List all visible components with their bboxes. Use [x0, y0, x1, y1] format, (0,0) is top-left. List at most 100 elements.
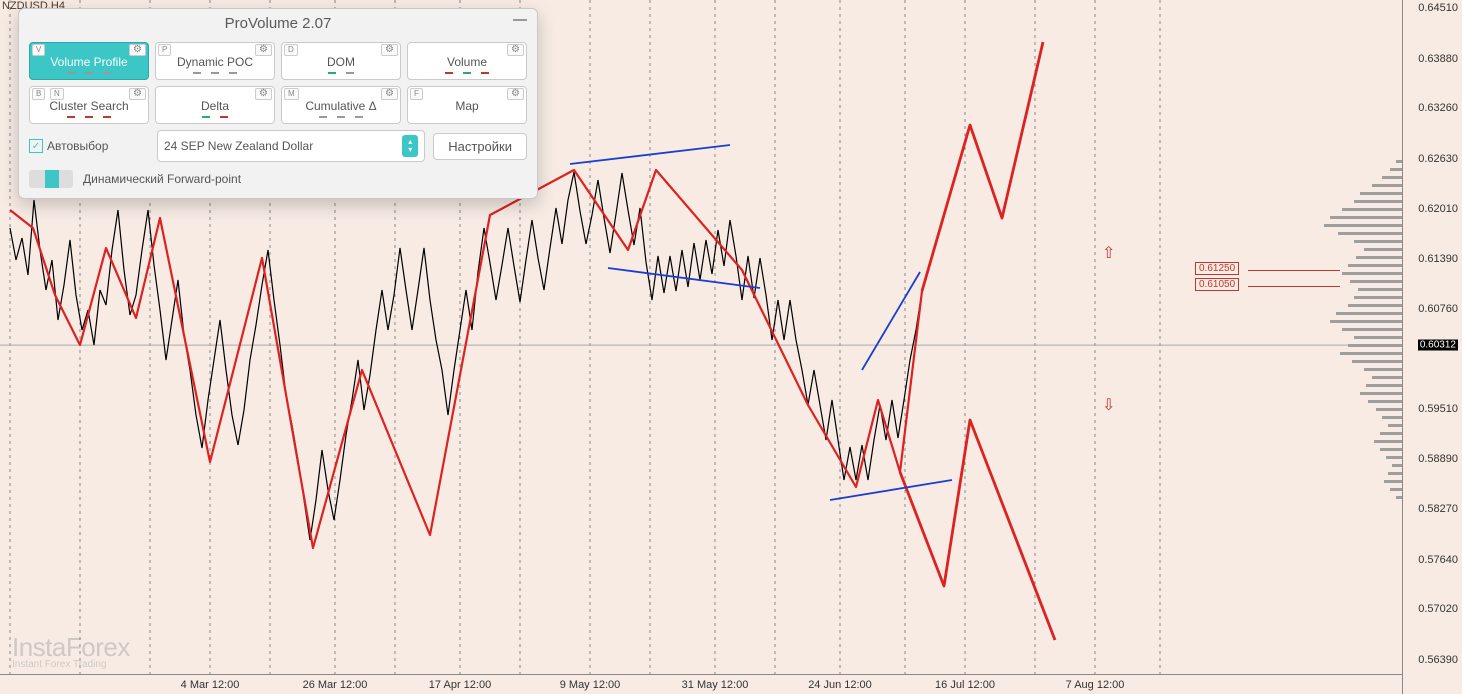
gear-icon[interactable]: ⚙: [255, 88, 272, 100]
status-dots: [286, 115, 396, 119]
gear-icon[interactable]: ⚙: [255, 44, 272, 56]
vp-bar: [1354, 240, 1402, 243]
vp-bar: [1368, 400, 1402, 403]
vp-bar: [1348, 264, 1402, 267]
vp-bar: [1352, 360, 1402, 363]
module-dom-button[interactable]: D ⚙DOM: [281, 42, 401, 80]
vp-bar: [1374, 440, 1402, 443]
time-tick: 26 Mar 12:00: [303, 679, 368, 691]
vp-bar: [1364, 248, 1402, 251]
window-title-text: ProVolume 2.07: [225, 15, 332, 32]
price-reference-label: 0.61050: [1195, 278, 1239, 291]
vp-bar: [1390, 168, 1402, 171]
module-label: Map: [412, 99, 522, 113]
gear-icon[interactable]: ⚙: [129, 88, 146, 100]
price-tick: 0.59510: [1418, 403, 1458, 415]
price-tick: 0.57020: [1418, 603, 1458, 615]
gear-icon[interactable]: ⚙: [129, 44, 146, 56]
status-dots: [412, 71, 522, 75]
price-reference-line: [1248, 286, 1340, 287]
module-label: DOM: [286, 55, 396, 69]
provolume-window[interactable]: ProVolume 2.07 V⚙Volume ProfileP⚙Dynamic…: [18, 8, 538, 199]
gear-icon[interactable]: ⚙: [381, 88, 398, 100]
vp-bar: [1350, 280, 1402, 283]
price-tick: 0.56390: [1418, 654, 1458, 666]
module-delta-button[interactable]: ⚙Delta: [155, 86, 275, 124]
module-map-button[interactable]: F ⚙Map: [407, 86, 527, 124]
gear-icon[interactable]: ⚙: [507, 88, 524, 100]
module-dynamic-poc-button[interactable]: P⚙Dynamic POC: [155, 42, 275, 80]
vp-bar: [1384, 480, 1402, 483]
settings-button[interactable]: Настройки: [433, 133, 527, 160]
module-label: Cluster Search: [34, 99, 144, 113]
price-tick: 0.58890: [1418, 453, 1458, 465]
module-cumulative--button[interactable]: M ⚙Cumulative Δ: [281, 86, 401, 124]
vp-bar: [1336, 312, 1402, 315]
price-tick: 0.61390: [1418, 253, 1458, 265]
vp-bar: [1330, 216, 1402, 219]
vp-bar: [1388, 472, 1402, 475]
forward-point-toggle[interactable]: [29, 170, 73, 188]
toggle-label: Динамический Forward-point: [83, 172, 241, 186]
price-tick: 0.62630: [1418, 153, 1458, 165]
hotkey-badge: D: [284, 44, 298, 56]
price-reference-line: [1248, 270, 1340, 271]
gear-icon[interactable]: ⚙: [381, 44, 398, 56]
auto-select-checkbox[interactable]: ✓ Автовыбор: [29, 139, 149, 153]
time-tick: 31 May 12:00: [682, 679, 749, 691]
instrument-label: 24 SEP New Zealand Dollar: [164, 139, 313, 153]
minimize-icon[interactable]: [513, 19, 527, 21]
vp-bar: [1360, 392, 1402, 395]
price-tick: 0.62010: [1418, 203, 1458, 215]
vp-bar: [1330, 320, 1402, 323]
status-dots: [160, 115, 270, 119]
time-tick: 4 Mar 12:00: [181, 679, 240, 691]
vp-bar: [1358, 288, 1402, 291]
checkbox-icon: ✓: [29, 139, 43, 153]
vp-bar: [1392, 464, 1402, 467]
vp-bar: [1380, 432, 1402, 435]
module-label: Cumulative Δ: [286, 99, 396, 113]
time-tick: 9 May 12:00: [560, 679, 621, 691]
volume-profile-histogram: [1322, 0, 1402, 674]
vp-bar: [1348, 344, 1402, 347]
arrow-up-icon: ⇧: [1102, 243, 1115, 263]
hotkey-badge: N: [50, 88, 64, 100]
gear-icon[interactable]: ⚙: [507, 44, 524, 56]
vp-bar: [1372, 376, 1402, 379]
status-dots: [412, 115, 522, 119]
time-tick: 17 Apr 12:00: [429, 679, 491, 691]
price-tick: 0.60760: [1418, 303, 1458, 315]
window-body: V⚙Volume ProfileP⚙Dynamic POCD⚙DOM⚙Volum…: [19, 36, 537, 198]
vp-bar: [1354, 336, 1402, 339]
hotkey-badge: M: [284, 88, 299, 100]
time-axis: 4 Mar 12:00 26 Mar 12:00 17 Apr 12:00 9 May…: [0, 674, 1402, 694]
vp-bar: [1380, 448, 1402, 451]
status-dots: [286, 71, 396, 75]
module-row-1: V⚙Volume ProfileP⚙Dynamic POCD⚙DOM⚙Volum…: [29, 42, 527, 80]
status-dots: [160, 71, 270, 75]
module-label: Delta: [160, 99, 270, 113]
spinner-icon[interactable]: ▴▾: [402, 135, 418, 157]
module-volume-button[interactable]: ⚙Volume: [407, 42, 527, 80]
vp-bar: [1360, 192, 1402, 195]
vp-bar: [1382, 176, 1402, 179]
instrument-select[interactable]: 24 SEP New Zealand Dollar ▴▾: [157, 130, 425, 162]
price-axis: 0.645100.638800.632600.626300.620100.613…: [1402, 0, 1462, 694]
price-tick: 0.64510: [1418, 2, 1458, 14]
control-row: ✓ Автовыбор 24 SEP New Zealand Dollar ▴▾…: [29, 130, 527, 162]
toggle-knob: [45, 170, 59, 188]
vp-bar: [1386, 456, 1402, 459]
price-current-badge: 0.60312: [1418, 340, 1458, 351]
vp-bar: [1354, 296, 1402, 299]
price-tick: 0.63260: [1418, 102, 1458, 114]
hotkey-badge: F: [410, 88, 423, 100]
module-label: Volume Profile: [34, 55, 144, 69]
vp-bar: [1324, 224, 1402, 227]
module-cluster-search-button[interactable]: BN ⚙Cluster Search: [29, 86, 149, 124]
vp-bar: [1388, 424, 1402, 427]
vp-bar: [1342, 328, 1402, 331]
vp-bar: [1376, 408, 1402, 411]
module-volume-profile-button[interactable]: V⚙Volume Profile: [29, 42, 149, 80]
hotkey-badge: B: [32, 88, 45, 100]
